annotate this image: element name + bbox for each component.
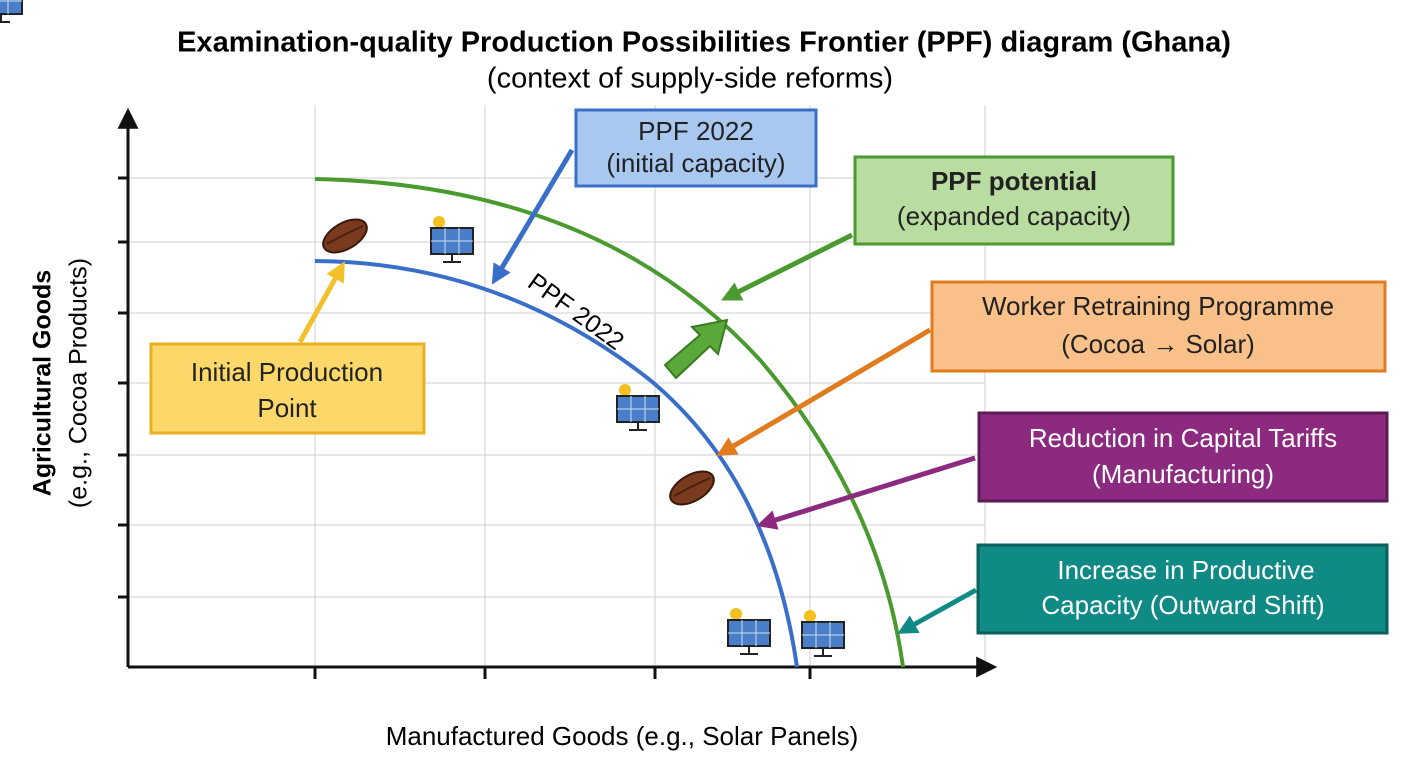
subtitle: (context of supply-side reforms) [487,63,893,95]
callout-tariffs: Reduction in Capital Tariffs (Manufactur… [977,411,1389,503]
callout-retraining: Worker Retraining Programme (Cocoa → Sol… [930,280,1387,373]
callout-text: PPF potential [931,166,1097,196]
callout-text: (initial capacity) [606,148,785,178]
callout-text: PPF 2022 [638,116,754,146]
callout-text: Initial Production [191,357,383,387]
callout-text: Worker Retraining Programme [982,291,1334,321]
callout-text: (Cocoa → Solar) [1061,329,1255,359]
callout-text: Capacity (Outward Shift) [1041,590,1324,620]
y-axis-label: Agricultural Goods [29,270,57,496]
callout-potential: PPF potential (expanded capacity) [853,155,1175,246]
title: Examination-quality Production Possibili… [177,27,1231,59]
y-axis-label: (e.g., Cocoa Products) [65,258,93,508]
callout-text: Point [257,393,317,423]
arrows [297,148,978,634]
callout-text: (expanded capacity) [897,201,1131,231]
callout-initial-capacity: PPF 2022 (initial capacity) [574,108,818,188]
callout-capacity: Increase in Productive Capacity (Outward… [976,543,1389,635]
callout-initial-point: Initial Production Point [149,342,426,435]
shift-arrow [663,318,729,380]
icons [0,0,845,657]
callout-text: (Manufacturing) [1092,459,1274,489]
ppf-potential-curve [314,177,905,668]
ppf-2022-curve [314,259,799,668]
axes [117,107,998,679]
x-axis-label: Manufactured Goods (e.g., Solar Panels) [386,721,859,751]
callout-text: Increase in Productive [1057,555,1314,585]
callout-text: Reduction in Capital Tariffs [1029,423,1337,453]
